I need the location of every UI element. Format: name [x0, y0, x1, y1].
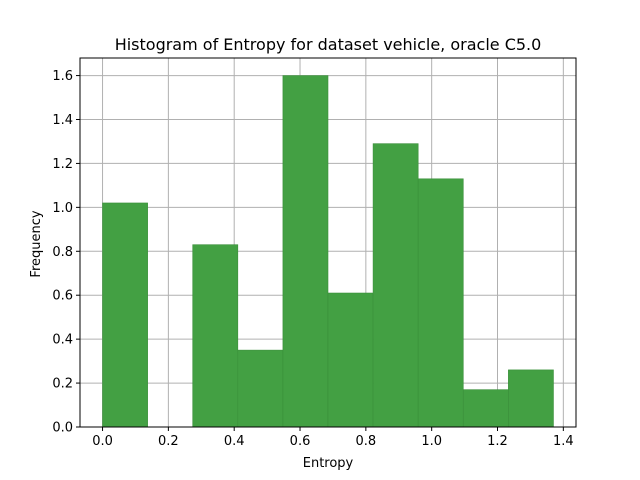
x-tick-label: 0.0	[92, 434, 113, 449]
histogram-bar	[417, 178, 464, 428]
y-tick-label: 1.4	[52, 113, 73, 128]
x-tick-label: 1.2	[487, 434, 508, 449]
histogram-bar	[282, 75, 329, 428]
y-tick-label: 1.6	[52, 69, 73, 84]
y-tick-label: 0.8	[52, 245, 73, 260]
y-tick-label: 0.6	[52, 289, 73, 304]
x-tick-label: 0.8	[356, 434, 377, 449]
histogram-bars	[102, 75, 554, 428]
y-tick-label: 0.4	[52, 333, 73, 348]
histogram-bar	[327, 292, 374, 428]
x-tick-label: 1.4	[553, 434, 574, 449]
histogram-bar	[237, 349, 284, 428]
y-tick-label: 0.2	[52, 377, 73, 392]
y-tick-label: 0.0	[52, 421, 73, 436]
histogram-bar	[192, 244, 239, 428]
x-tick-label: 0.4	[224, 434, 245, 449]
x-tick-label: 0.6	[290, 434, 311, 449]
y-axis-label: Frequency	[29, 210, 44, 277]
histogram-bar	[462, 389, 509, 428]
plot-frame	[79, 57, 577, 428]
y-tick-label: 1.2	[52, 157, 73, 172]
x-tick-label: 1.0	[421, 434, 442, 449]
x-axis-label: Entropy	[303, 456, 354, 471]
chart-title: Histogram of Entropy for dataset vehicle…	[115, 35, 542, 54]
y-tick-label: 1.0	[52, 201, 73, 216]
histogram-bar	[372, 143, 419, 428]
x-axis-ticks: 0.0 0.2 0.4 0.6 0.8 1.0 1.2 1.4	[92, 427, 574, 449]
histogram-bar	[508, 369, 554, 428]
y-axis-ticks: 0.0 0.2 0.4 0.6 0.8 1.0 1.2 1.4 1.6	[52, 69, 80, 436]
histogram-bar	[102, 202, 148, 428]
x-tick-label: 0.2	[158, 434, 179, 449]
